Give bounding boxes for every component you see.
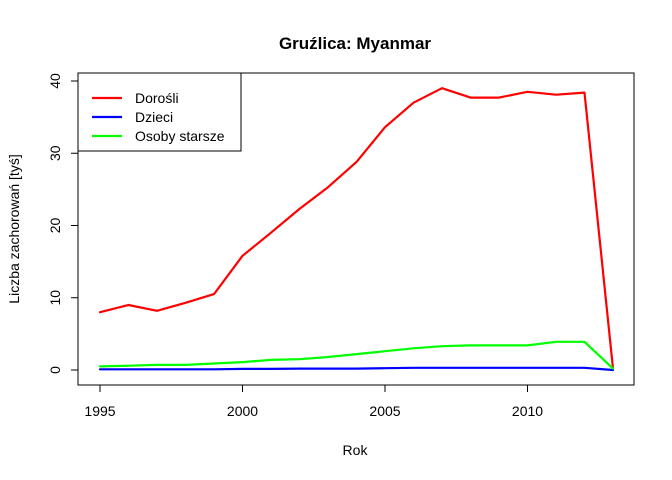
y-tick-label: 40 [47,73,63,89]
x-tick-label: 2010 [512,403,543,419]
chart-title: Gruźlica: Myanmar [279,34,431,53]
legend-box [77,72,242,152]
series-line-2 [98,340,615,370]
x-tick-label: 1995 [84,403,115,419]
series-line-1 [98,366,615,372]
legend-label: Dorośli [135,90,179,106]
series-line-0 [98,87,615,370]
x-tick-label: 2005 [369,403,400,419]
y-tick-label: 30 [47,145,63,161]
legend: Dorośli Dzieci Osoby starsze [77,72,242,152]
y-tick-label: 0 [47,366,63,374]
legend-label: Osoby starsze [135,128,225,144]
y-tick-label: 10 [47,290,63,306]
y-axis: 0 10 20 30 40 [47,73,79,374]
y-axis-label: Liczba zachorowań [tyś] [6,154,22,303]
x-axis-label: Rok [343,442,369,458]
series-lines [98,87,615,372]
y-tick-label: 20 [47,218,63,234]
x-tick-label: 2000 [227,403,258,419]
x-axis: 1995 2000 2005 2010 [84,384,543,419]
legend-label: Dzieci [135,109,173,125]
